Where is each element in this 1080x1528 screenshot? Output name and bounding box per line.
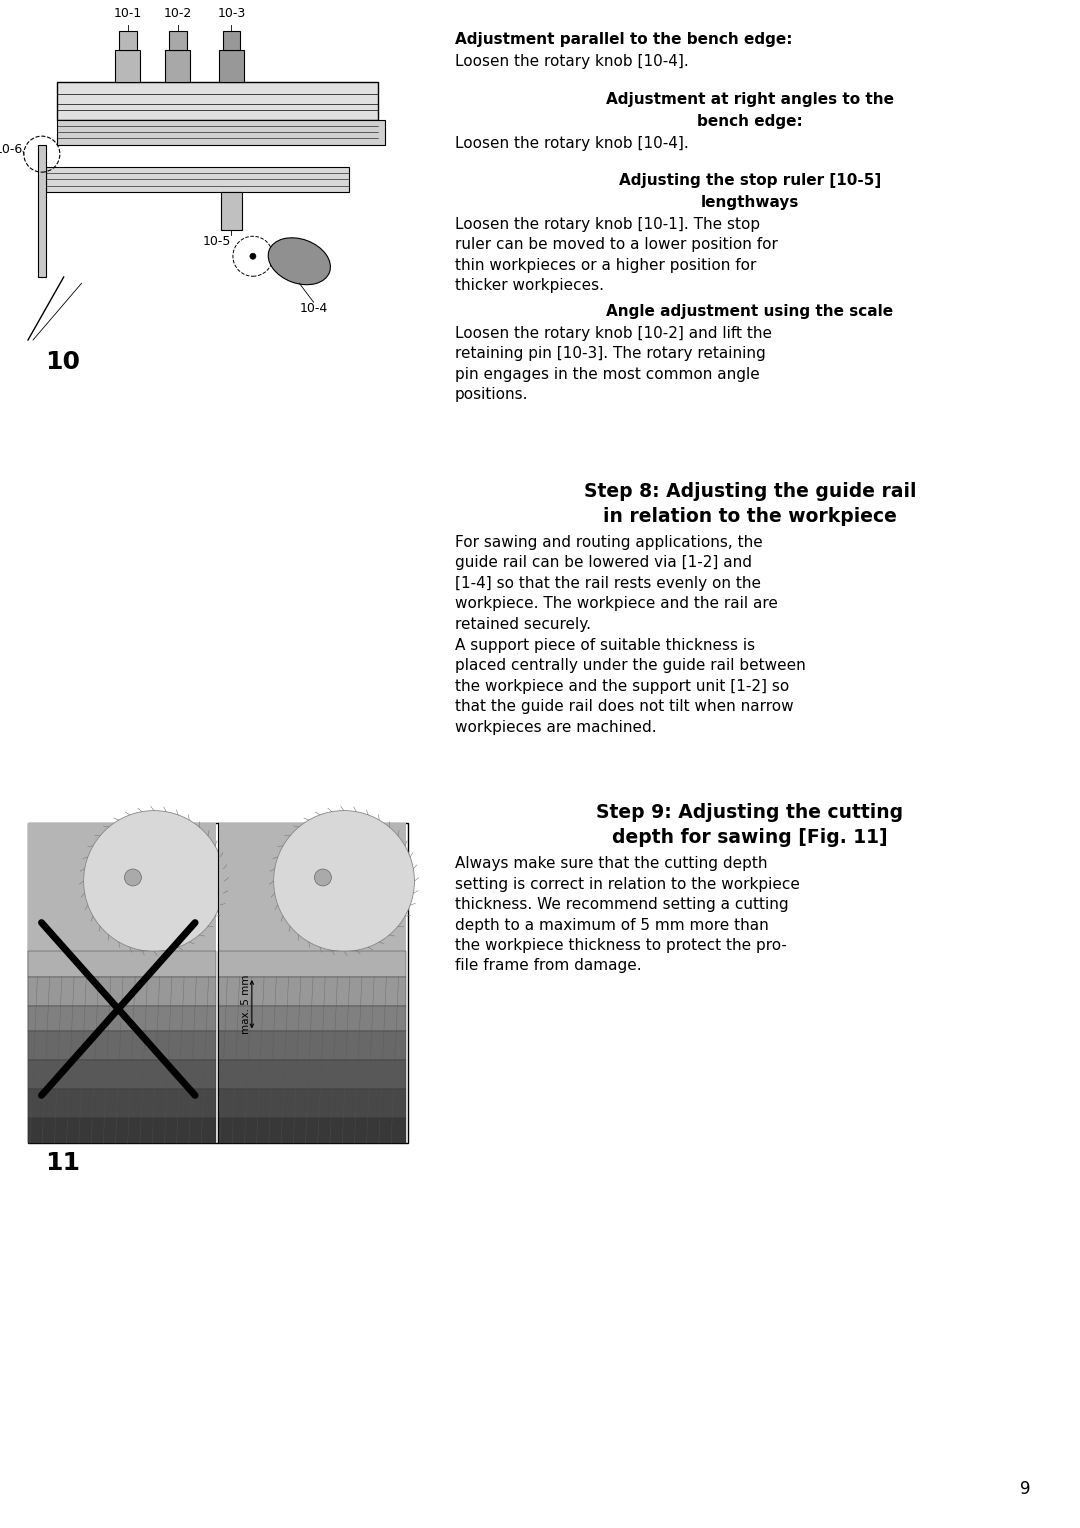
Bar [45,167,349,193]
Text: 10-1: 10-1 [113,8,143,20]
Text: 11: 11 [45,1152,80,1175]
Text: 9: 9 [1020,1481,1030,1497]
Text: 10: 10 [45,350,80,374]
Bar [165,50,190,81]
Text: in relation to the workpiece: in relation to the workpiece [603,506,896,526]
Bar [56,119,384,145]
Circle shape [314,869,332,886]
Text: Angle adjustment using the scale: Angle adjustment using the scale [607,304,893,319]
Circle shape [273,810,415,952]
Bar [218,952,406,976]
Bar [28,1089,216,1118]
Text: Adjustment parallel to the bench edge:: Adjustment parallel to the bench edge: [455,32,793,47]
Text: bench edge:: bench edge: [697,113,802,128]
Text: Step 8: Adjusting the guide rail: Step 8: Adjusting the guide rail [584,481,916,501]
Bar [218,1031,406,1060]
Bar [218,976,406,1005]
Text: 10-5: 10-5 [203,235,231,248]
Text: max. 5 mm: max. 5 mm [241,975,251,1034]
Bar [56,81,378,119]
Bar [28,824,216,999]
Text: For sawing and routing applications, the
guide rail can be lowered via [1-2] and: For sawing and routing applications, the… [455,535,778,631]
Bar [28,1005,216,1031]
Text: 10-2: 10-2 [164,8,192,20]
Bar [218,1060,406,1089]
Bar [219,50,244,81]
Bar [28,824,408,1143]
Ellipse shape [268,238,330,284]
Text: Loosen the rotary knob [10-4].: Loosen the rotary knob [10-4]. [455,136,689,150]
Circle shape [124,869,141,886]
Bar [170,31,187,50]
Text: depth for sawing [Fig. 11]: depth for sawing [Fig. 11] [612,828,888,847]
Text: Adjustment at right angles to the: Adjustment at right angles to the [606,92,894,107]
Bar [28,952,216,976]
Text: Loosen the rotary knob [10-4].: Loosen the rotary knob [10-4]. [455,53,689,69]
Bar [218,1005,406,1031]
Text: 10-3: 10-3 [217,8,245,20]
Bar [116,50,140,81]
Text: 10-4: 10-4 [299,303,327,315]
Bar [218,824,406,1143]
Text: Adjusting the stop ruler [10-5]: Adjusting the stop ruler [10-5] [619,173,881,188]
Text: A support piece of suitable thickness is
placed centrally under the guide rail b: A support piece of suitable thickness is… [455,637,806,735]
Bar [28,1031,216,1060]
Text: Always make sure that the cutting depth
setting is correct in relation to the wo: Always make sure that the cutting depth … [455,856,800,973]
Bar [218,824,406,999]
Bar [28,1118,216,1143]
Bar [28,1060,216,1089]
Text: 10-6: 10-6 [0,142,23,156]
Text: Step 9: Adjusting the cutting: Step 9: Adjusting the cutting [596,804,904,822]
Bar [28,824,216,1143]
Bar [222,31,240,50]
Bar [119,31,137,50]
Text: Loosen the rotary knob [10-2] and lift the
retaining pin [10-3]. The rotary reta: Loosen the rotary knob [10-2] and lift t… [455,325,772,402]
Bar [38,145,45,277]
Bar [218,1089,406,1118]
Text: lengthways: lengthways [701,196,799,209]
Circle shape [249,254,256,260]
Bar [28,976,216,1005]
Bar [218,1118,406,1143]
Text: Loosen the rotary knob [10-1]. The stop
ruler can be moved to a lower position f: Loosen the rotary knob [10-1]. The stop … [455,217,778,293]
Circle shape [83,810,225,952]
Bar [220,193,242,229]
